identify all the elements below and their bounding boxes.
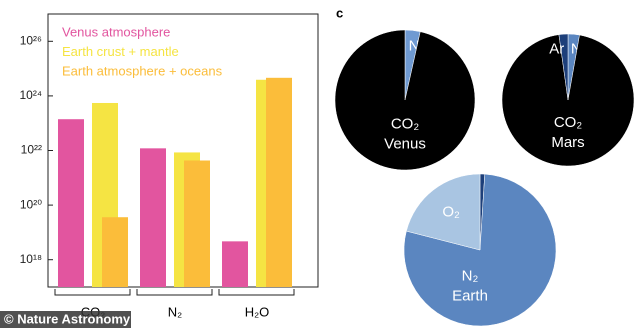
x-tick-label: N₂ — [168, 304, 182, 319]
pie-slice — [558, 33, 569, 101]
pie-label: O₂ — [442, 204, 460, 221]
bar — [184, 160, 210, 287]
group-bracket — [136, 289, 213, 296]
group-bracket — [54, 289, 131, 296]
group-bracket — [218, 289, 295, 296]
y-tick-label: 10²² — [21, 143, 42, 157]
legend-entry: Venus atmosphere — [62, 24, 170, 39]
y-tick-label: 10²⁴ — [20, 88, 43, 102]
pie-name: Earth — [452, 288, 488, 305]
y-tick-label: 10²⁶ — [20, 33, 42, 47]
y-tick-label: 10¹⁸ — [20, 252, 42, 266]
watermark: © Nature Astronomy — [4, 311, 131, 326]
pie-slice — [334, 29, 476, 171]
panel-label: c — [336, 5, 343, 20]
y-tick-label: 10²⁰ — [20, 197, 42, 211]
pie-label: Ar — [549, 41, 564, 58]
pie-label: N₂ — [462, 268, 479, 285]
legend-entry: Earth crust + mantle — [62, 44, 179, 59]
legend-entry: Earth atmosphere + oceans — [62, 63, 223, 78]
pie-slice — [501, 34, 634, 167]
watermark-bg — [0, 311, 131, 328]
bar — [140, 148, 166, 287]
bar — [102, 217, 128, 287]
x-tick-label: H₂O — [245, 304, 270, 319]
bar — [58, 119, 84, 288]
bar — [266, 77, 292, 288]
pie-label: CO₂ — [391, 115, 420, 132]
bar — [222, 241, 248, 287]
pie-label: CO₂ — [554, 114, 583, 131]
pie-name: Mars — [551, 134, 584, 151]
pie-slice — [406, 173, 481, 251]
pie-name: Venus — [384, 135, 426, 152]
